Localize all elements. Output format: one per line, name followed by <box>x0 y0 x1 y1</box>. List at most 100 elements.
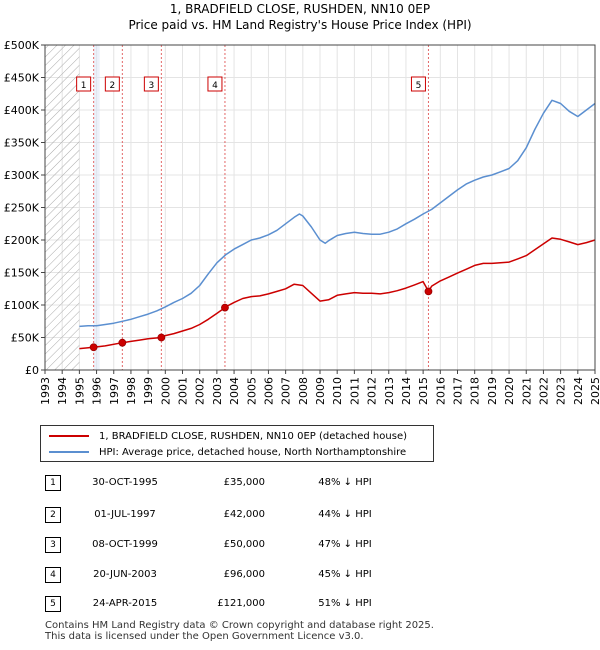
legend-swatch-property <box>49 435 89 437</box>
footer-licence: This data is licensed under the Open Gov… <box>45 631 364 642</box>
sale-price: £42,000 <box>223 509 265 520</box>
y-tick-label: £200K <box>4 234 40 247</box>
sale-price: £96,000 <box>223 569 265 580</box>
x-tick-label: 2025 <box>589 377 600 405</box>
chart-title: 1, BRADFIELD CLOSE, RUSHDEN, NN10 0EP <box>169 2 431 16</box>
x-tick-label: 1998 <box>125 377 138 405</box>
footer-copyright: Contains HM Land Registry data © Crown c… <box>45 620 434 631</box>
sale-label-box <box>410 76 426 92</box>
sale-date: 20-JUN-2003 <box>93 569 157 580</box>
table-row: 4 20-JUN-2003 £96,000 45% ↓ HPI <box>40 567 440 583</box>
sale-hpi-diff: 48% ↓ HPI <box>318 477 372 488</box>
y-tick-label: £300K <box>4 169 40 182</box>
y-tick-label: £450K <box>4 72 40 85</box>
y-tick-label: £350K <box>4 137 40 150</box>
legend-entry-property: 1, BRADFIELD CLOSE, RUSHDEN, NN10 0EP (d… <box>49 429 407 443</box>
x-tick-label: 2004 <box>228 377 241 405</box>
sale-date: 30-OCT-1995 <box>92 477 158 488</box>
table-row: 2 01-JUL-1997 £42,000 44% ↓ HPI <box>40 507 440 523</box>
sale-number-badge: 2 <box>45 507 61 523</box>
x-tick-label: 1997 <box>108 377 121 405</box>
x-tick-label: 1995 <box>73 377 86 405</box>
sale-date: 24-APR-2015 <box>92 598 158 609</box>
sale-hpi-diff: 47% ↓ HPI <box>318 539 372 550</box>
y-tick-label: £50K <box>11 332 40 345</box>
sale-point <box>118 338 127 347</box>
legend-label-property: 1, BRADFIELD CLOSE, RUSHDEN, NN10 0EP (d… <box>99 430 407 442</box>
chart-subtitle: Price paid vs. HM Land Registry's House … <box>128 18 472 32</box>
sale-label-box <box>104 76 120 92</box>
sale-hpi-diff: 51% ↓ HPI <box>318 598 372 609</box>
x-tick-label: 2001 <box>177 377 190 405</box>
sale-number-badge: 4 <box>45 567 61 583</box>
table-row: 1 30-OCT-1995 £35,000 48% ↓ HPI <box>40 475 440 491</box>
sale-price: £121,000 <box>217 598 265 609</box>
legend: 1, BRADFIELD CLOSE, RUSHDEN, NN10 0EP (d… <box>40 425 434 462</box>
sale-point <box>221 303 229 312</box>
sale-point <box>157 333 166 342</box>
y-tick-label: £400K <box>4 104 40 117</box>
legend-swatch-hpi <box>49 451 89 453</box>
sale-label-box <box>207 76 223 92</box>
x-tick-label: 2006 <box>262 377 275 405</box>
x-tick-label: 1993 <box>39 377 52 405</box>
x-tick-label: 2018 <box>469 377 482 405</box>
x-tick-label: 2015 <box>417 377 430 405</box>
sale-label-box <box>76 76 92 92</box>
x-tick-label: 2010 <box>331 377 344 405</box>
x-tick-label: 2002 <box>194 377 207 405</box>
x-tick-label: 1996 <box>91 377 104 405</box>
sale-number-badge: 5 <box>45 596 61 612</box>
x-tick-label: 2011 <box>348 377 361 405</box>
x-tick-label: 1999 <box>142 377 155 405</box>
y-tick-label: £150K <box>4 267 40 280</box>
sale-hpi-diff: 44% ↓ HPI <box>318 509 372 520</box>
x-tick-label: 2017 <box>452 377 465 405</box>
sale-date: 08-OCT-1999 <box>92 539 158 550</box>
x-tick-label: 2012 <box>366 377 379 405</box>
x-tick-label: 2016 <box>434 377 447 405</box>
sale-label-text: 3 <box>148 81 154 91</box>
x-tick-label: 2024 <box>572 377 585 405</box>
sale-band <box>93 45 100 370</box>
x-tick-label: 2022 <box>537 377 550 405</box>
sale-point <box>424 287 433 296</box>
x-tick-label: 2008 <box>297 377 310 405</box>
x-tick-label: 2019 <box>486 377 499 405</box>
sale-label-text: 5 <box>416 81 422 91</box>
sale-date: 01-JUL-1997 <box>94 509 156 520</box>
y-tick-label: £100K <box>4 299 40 312</box>
sale-point <box>89 343 98 352</box>
sale-price: £50,000 <box>223 539 265 550</box>
sale-number-badge: 1 <box>45 475 61 491</box>
price-chart: 1 2 3 4 5 £0 £50K £100K £150K £200K £250K £300K £350… <box>4 39 600 405</box>
x-tick-label: 2021 <box>520 377 533 405</box>
table-row: 5 24-APR-2015 £121,000 51% ↓ HPI <box>40 596 440 612</box>
x-tick-label: 2007 <box>280 377 293 405</box>
sale-hpi-diff: 45% ↓ HPI <box>318 569 372 580</box>
sale-price: £35,000 <box>223 477 265 488</box>
sale-label-text: 4 <box>212 81 218 91</box>
x-tick-label: 2000 <box>159 377 172 405</box>
x-tick-label: 2009 <box>314 377 327 405</box>
x-tick-label: 2013 <box>383 377 396 405</box>
hpi-line <box>79 99 596 328</box>
property-price-line <box>79 237 596 350</box>
x-tick-label: 2020 <box>503 377 516 405</box>
y-tick-label: £250K <box>4 202 40 215</box>
x-tick-label: 2003 <box>211 377 224 405</box>
x-tick-label: 2014 <box>400 377 413 405</box>
sale-label-text: 2 <box>109 81 115 91</box>
sale-label-box <box>143 76 159 92</box>
legend-label-hpi: HPI: Average price, detached house, Nort… <box>99 446 407 458</box>
x-tick-label: 2023 <box>555 377 568 405</box>
hatched-region <box>45 45 80 370</box>
legend-entry-hpi: HPI: Average price, detached house, Nort… <box>49 445 406 459</box>
table-row: 3 08-OCT-1999 £50,000 47% ↓ HPI <box>40 537 440 553</box>
y-tick-label: £500K <box>4 39 40 52</box>
x-tick-label: 2005 <box>245 377 258 405</box>
y-tick-label: £0 <box>25 364 39 377</box>
sale-number-badge: 3 <box>45 537 61 553</box>
x-tick-label: 1994 <box>56 377 69 405</box>
sale-label-text: 1 <box>81 81 87 91</box>
